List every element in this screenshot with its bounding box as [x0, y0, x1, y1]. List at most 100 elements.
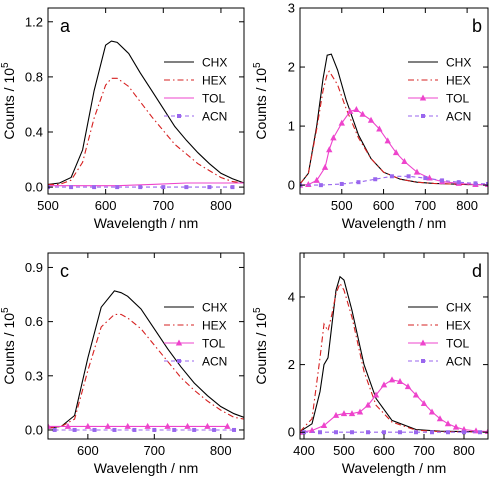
- x-tick-label: 500: [331, 198, 353, 213]
- data-point: [430, 430, 434, 435]
- data-point: [380, 381, 388, 388]
- data-point: [124, 422, 131, 429]
- legend-label: ACN: [202, 355, 227, 369]
- y-tick-label: 0.4: [25, 125, 43, 140]
- data-point: [224, 422, 231, 429]
- y-tick-label: 0.9: [25, 260, 43, 275]
- y-axis-label-exponent: 5: [0, 62, 11, 68]
- data-point: [396, 378, 404, 385]
- data-point: [356, 180, 361, 185]
- y-tick-label: 0.6: [25, 314, 43, 329]
- legend-marker: [419, 339, 427, 346]
- data-point: [161, 185, 166, 190]
- data-point: [456, 180, 461, 185]
- data-point: [138, 185, 143, 190]
- data-point: [413, 168, 421, 175]
- data-point: [132, 427, 137, 432]
- data-point: [92, 427, 97, 432]
- y-axis-label-exponent: 5: [252, 307, 263, 313]
- data-point: [376, 125, 383, 132]
- x-tick-label: 600: [95, 198, 117, 213]
- x-axis-label: Wavelength / nm: [94, 460, 199, 476]
- panel-letter: b: [472, 16, 482, 36]
- x-tick-label: 400: [293, 443, 315, 458]
- data-point: [428, 408, 436, 415]
- data-point: [348, 410, 356, 417]
- legend-marker: [421, 114, 425, 118]
- x-tick-label: 600: [373, 443, 395, 458]
- series-line: [300, 70, 488, 186]
- y-tick-label: 1.2: [25, 14, 43, 29]
- data-point: [212, 427, 217, 432]
- series-HEX: [300, 70, 488, 186]
- series-HEX: [300, 282, 488, 433]
- legend-label: ACN: [446, 355, 471, 369]
- data-point: [359, 110, 366, 117]
- data-point: [373, 177, 378, 182]
- y-tick-label: 1: [288, 119, 295, 134]
- legend-marker: [177, 359, 181, 363]
- data-point: [436, 415, 444, 422]
- series-TOL: [300, 106, 488, 188]
- data-point: [172, 427, 177, 432]
- data-point: [321, 163, 329, 170]
- x-tick-label: 800: [210, 198, 232, 213]
- data-point: [330, 134, 337, 141]
- legend-label: HEX: [202, 319, 227, 333]
- data-point: [164, 422, 171, 429]
- series-HEX: [48, 77, 244, 185]
- y-axis-label-main: Counts / 10: [253, 68, 269, 140]
- plot-frame: [47, 252, 245, 440]
- panel-c: 600 700 800 0.0 0.3 0.6 0.9 Wavelength / nm Coun…: [0, 252, 245, 476]
- data-point: [52, 427, 57, 432]
- data-point: [69, 185, 74, 190]
- legend-label: TOL: [446, 92, 469, 106]
- data-point: [334, 430, 338, 435]
- data-point: [486, 181, 488, 186]
- x-axis-label: Wavelength / nm: [94, 215, 199, 231]
- data-point: [340, 410, 348, 417]
- series-TOL: [300, 376, 488, 435]
- data-point: [367, 116, 375, 123]
- x-tick-label: 700: [414, 198, 436, 213]
- x-tick-label: 600: [373, 198, 395, 213]
- data-point: [478, 430, 482, 435]
- series-line: [48, 77, 244, 185]
- legend: CHX HEX TOL ACN: [164, 301, 227, 369]
- x-tick-label: 700: [413, 443, 435, 458]
- series-line: [48, 40, 244, 185]
- legend-label: ACN: [202, 110, 227, 124]
- y-axis-label-main: Counts / 10: [253, 313, 269, 385]
- data-point: [406, 174, 411, 179]
- panel-a: 500 600 700 800 0.0 0.4 0.8 1.2 Wavelength / nm C…: [0, 7, 245, 231]
- legend: CHX HEX TOL ACN: [408, 301, 471, 369]
- y-tick-label: 2: [288, 357, 295, 372]
- data-point: [412, 391, 420, 398]
- x-axis-label: Wavelength / nm: [342, 215, 447, 231]
- data-point: [318, 430, 322, 435]
- legend-label: TOL: [446, 337, 469, 351]
- legend-marker: [177, 114, 181, 118]
- data-point: [308, 427, 316, 434]
- plot-frame: [299, 252, 489, 440]
- y-tick-label: 0: [288, 425, 295, 440]
- series-line: [300, 379, 488, 433]
- panel-b: 500 600 700 800 0 1 2 3 Wavelength / nm Counts / …: [252, 1, 489, 231]
- series-CHX: [48, 290, 244, 429]
- x-tick-label: 800: [456, 198, 478, 213]
- data-point: [64, 422, 72, 429]
- data-point: [384, 137, 391, 144]
- data-point: [326, 146, 333, 153]
- x-tick-label: 700: [152, 198, 174, 213]
- data-point: [184, 185, 189, 190]
- series-TOL: [48, 182, 244, 187]
- series-TOL: [48, 422, 231, 429]
- y-axis-label-main: Counts / 10: [1, 68, 17, 140]
- data-point: [388, 376, 396, 383]
- plot-frame: [299, 7, 489, 195]
- y-axis-label: Counts / 105: [252, 62, 269, 140]
- data-point: [398, 430, 402, 435]
- y-tick-label: 0.8: [25, 69, 43, 84]
- legend-marker: [175, 339, 183, 346]
